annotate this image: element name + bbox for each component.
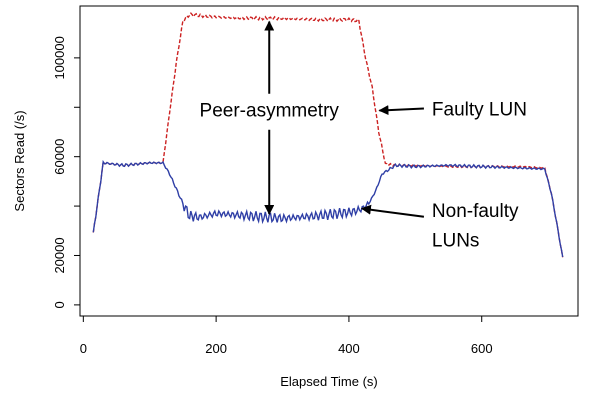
series-line-1: [92, 159, 564, 258]
x-tick-label: 0: [80, 341, 87, 356]
y-axis-title: Sectors Read (/s): [12, 110, 27, 211]
annotation-non-faulty: Non-faulty: [432, 201, 519, 222]
x-tick-label: 400: [338, 341, 360, 356]
y-tick-label: 0: [52, 301, 67, 308]
annotation-faulty-lun: Faulty LUN: [432, 100, 527, 121]
x-tick-label: 600: [471, 341, 493, 356]
non-faulty-lun-arrow: [360, 204, 425, 218]
y-tick-label: 60000: [52, 139, 67, 175]
x-axis-title: Elapsed Time (s): [280, 374, 378, 389]
y-tick-label: 20000: [52, 237, 67, 273]
plot-border: [79, 5, 579, 317]
x-tick-label: 200: [205, 341, 227, 356]
annotation-luns: LUNs: [432, 230, 480, 251]
annotation-peer-asymmetry: Peer-asymmetry: [200, 101, 340, 122]
y-tick-label: 100000: [52, 36, 67, 79]
faulty-lun-arrow: [378, 105, 424, 116]
